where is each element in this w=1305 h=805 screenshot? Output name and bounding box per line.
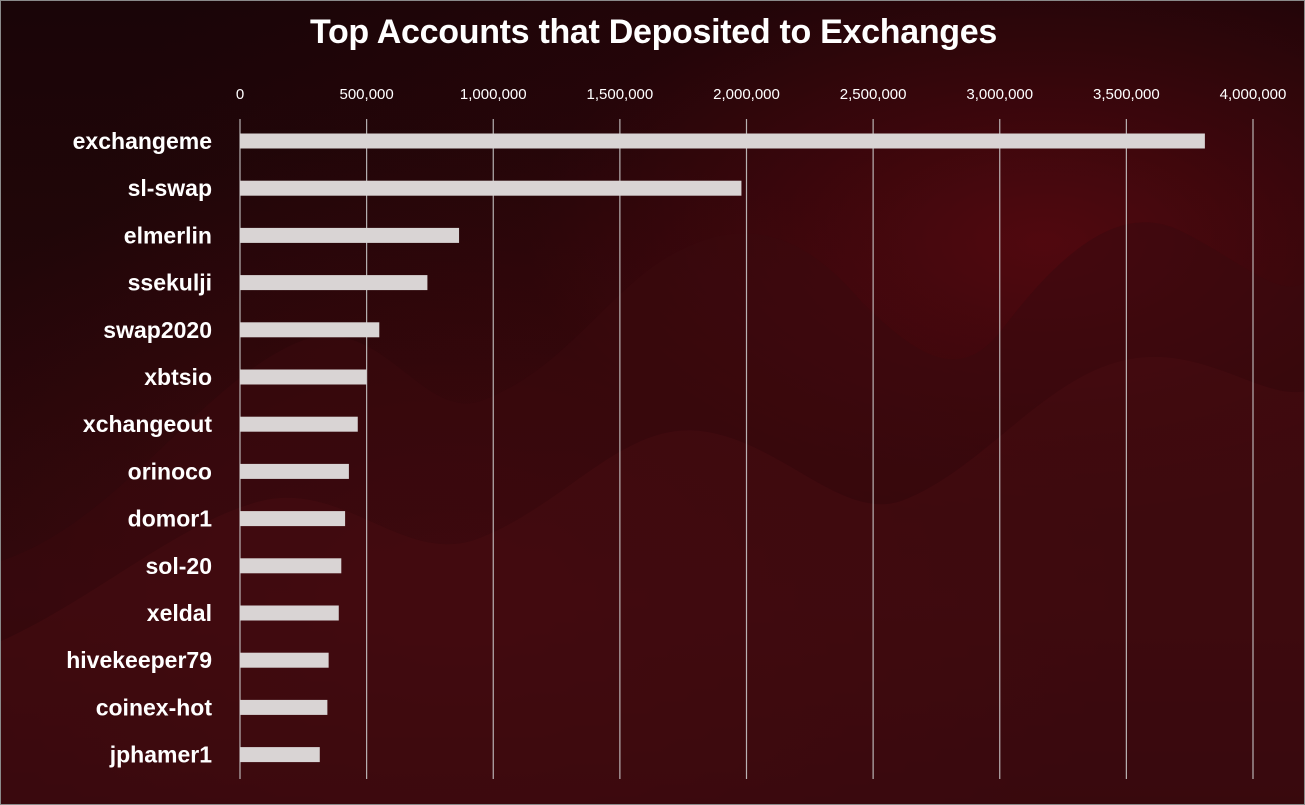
bar — [240, 369, 367, 385]
category-label: hivekeeper79 — [66, 647, 212, 673]
bar — [240, 699, 328, 715]
bar — [240, 322, 380, 338]
category-label: swap2020 — [103, 317, 212, 343]
bar — [240, 511, 346, 527]
category-labels: exchangeme sl-swap elmerlin ssekulji swap202… — [66, 128, 212, 768]
category-label: orinoco — [128, 458, 212, 484]
x-tick-label: 1,500,000 — [587, 86, 654, 103]
bar — [240, 227, 460, 243]
bar — [240, 463, 349, 479]
x-tick-label: 3,500,000 — [1093, 86, 1160, 103]
category-label: xchangeout — [83, 411, 212, 437]
category-label: ssekulji — [128, 270, 212, 296]
x-axis-ticks: 0 500,000 1,000,000 1,500,000 2,000,000 2,500… — [236, 86, 1287, 103]
category-label: elmerlin — [124, 222, 212, 248]
x-tick-label: 3,000,000 — [966, 86, 1033, 103]
category-label: domor1 — [128, 506, 213, 532]
x-tick-label: 0 — [236, 86, 244, 103]
x-tick-label: 2,000,000 — [713, 86, 780, 103]
chart-title: Top Accounts that Deposited to Exchanges — [310, 13, 997, 51]
bar — [240, 133, 1205, 149]
bar — [240, 416, 358, 432]
category-label: sl-swap — [128, 175, 212, 201]
bar — [240, 652, 329, 668]
category-label: xeldal — [147, 600, 212, 626]
bar — [240, 605, 339, 621]
category-label: sol-20 — [146, 553, 212, 579]
bar — [240, 747, 320, 763]
x-tick-label: 1,000,000 — [460, 86, 527, 103]
bar — [240, 180, 742, 196]
category-label: coinex-hot — [96, 694, 213, 720]
category-label: jphamer1 — [109, 742, 212, 768]
x-tick-label: 500,000 — [340, 86, 394, 103]
x-tick-label: 4,000,000 — [1220, 86, 1287, 103]
x-tick-label: 2,500,000 — [840, 86, 907, 103]
category-label: xbtsio — [144, 364, 212, 390]
bar — [240, 275, 428, 291]
category-label: exchangeme — [73, 128, 212, 154]
gridlines — [239, 119, 1254, 779]
bars — [240, 133, 1205, 763]
bar — [240, 558, 342, 574]
